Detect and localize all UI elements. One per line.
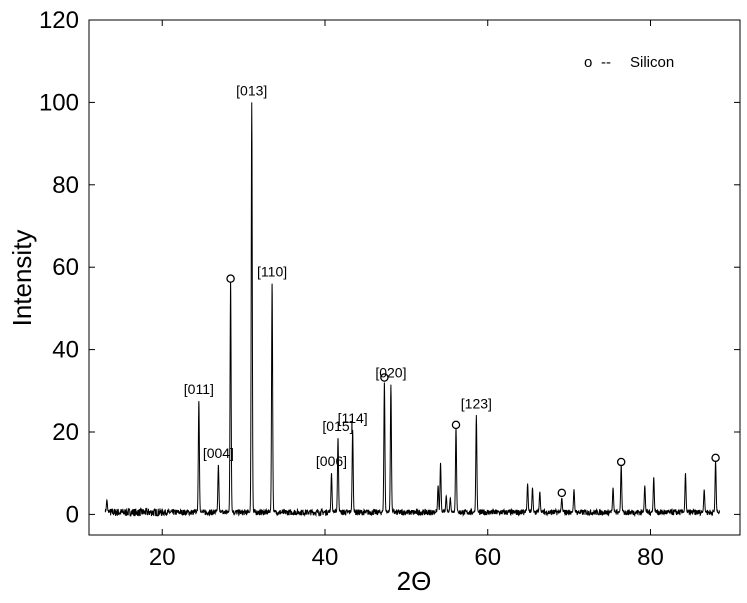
y-tick-label: 120	[39, 7, 79, 34]
silicon-marker	[711, 453, 720, 463]
y-tick-label: 80	[52, 172, 79, 199]
plot-frame	[88, 19, 741, 536]
y-axis-title: Intensity	[7, 230, 37, 327]
legend-marker: o	[584, 54, 592, 71]
peak-label: [110]	[257, 264, 287, 280]
silicon-marker	[557, 488, 567, 498]
legend-label: Silicon	[630, 54, 674, 71]
x-tick-label: 60	[474, 544, 501, 571]
silicon-markers	[226, 274, 720, 498]
x-tick-label: 80	[637, 544, 664, 571]
peak-label: [013]	[236, 82, 267, 98]
x-tick-label: 40	[312, 544, 339, 571]
x-axis-title: 2Θ	[397, 566, 432, 596]
peak-label: [020]	[375, 365, 406, 381]
y-tick-label: 40	[52, 337, 79, 364]
diffraction-trace	[104, 102, 720, 518]
peak-label: [004]	[203, 445, 234, 461]
peak-label: [011]	[184, 381, 214, 397]
tick-labels: 20 40 60 80 0 20 40 60 80 100 120	[39, 7, 664, 571]
y-tick-label: 100	[39, 89, 79, 116]
peak-label: [006]	[316, 453, 347, 469]
legend: o -- Silicon	[584, 54, 674, 71]
peak-labels: [011] [004] [013] [110] [006] [015][114] [020]…	[184, 82, 492, 469]
silicon-marker	[451, 420, 461, 430]
x-tick-label: 20	[149, 544, 176, 571]
peak-label: [015]	[322, 418, 353, 434]
silicon-marker	[226, 274, 235, 283]
peak-label: [114]	[338, 410, 368, 426]
y-tick-label: 20	[52, 419, 79, 446]
legend-dash: --	[601, 54, 611, 71]
y-tick-label: 60	[52, 254, 79, 281]
peak-label: [123]	[461, 396, 492, 412]
silicon-marker	[380, 373, 389, 382]
silicon-marker	[616, 457, 626, 467]
y-tick-label: 0	[66, 501, 79, 528]
axis-ticks	[89, 19, 740, 535]
